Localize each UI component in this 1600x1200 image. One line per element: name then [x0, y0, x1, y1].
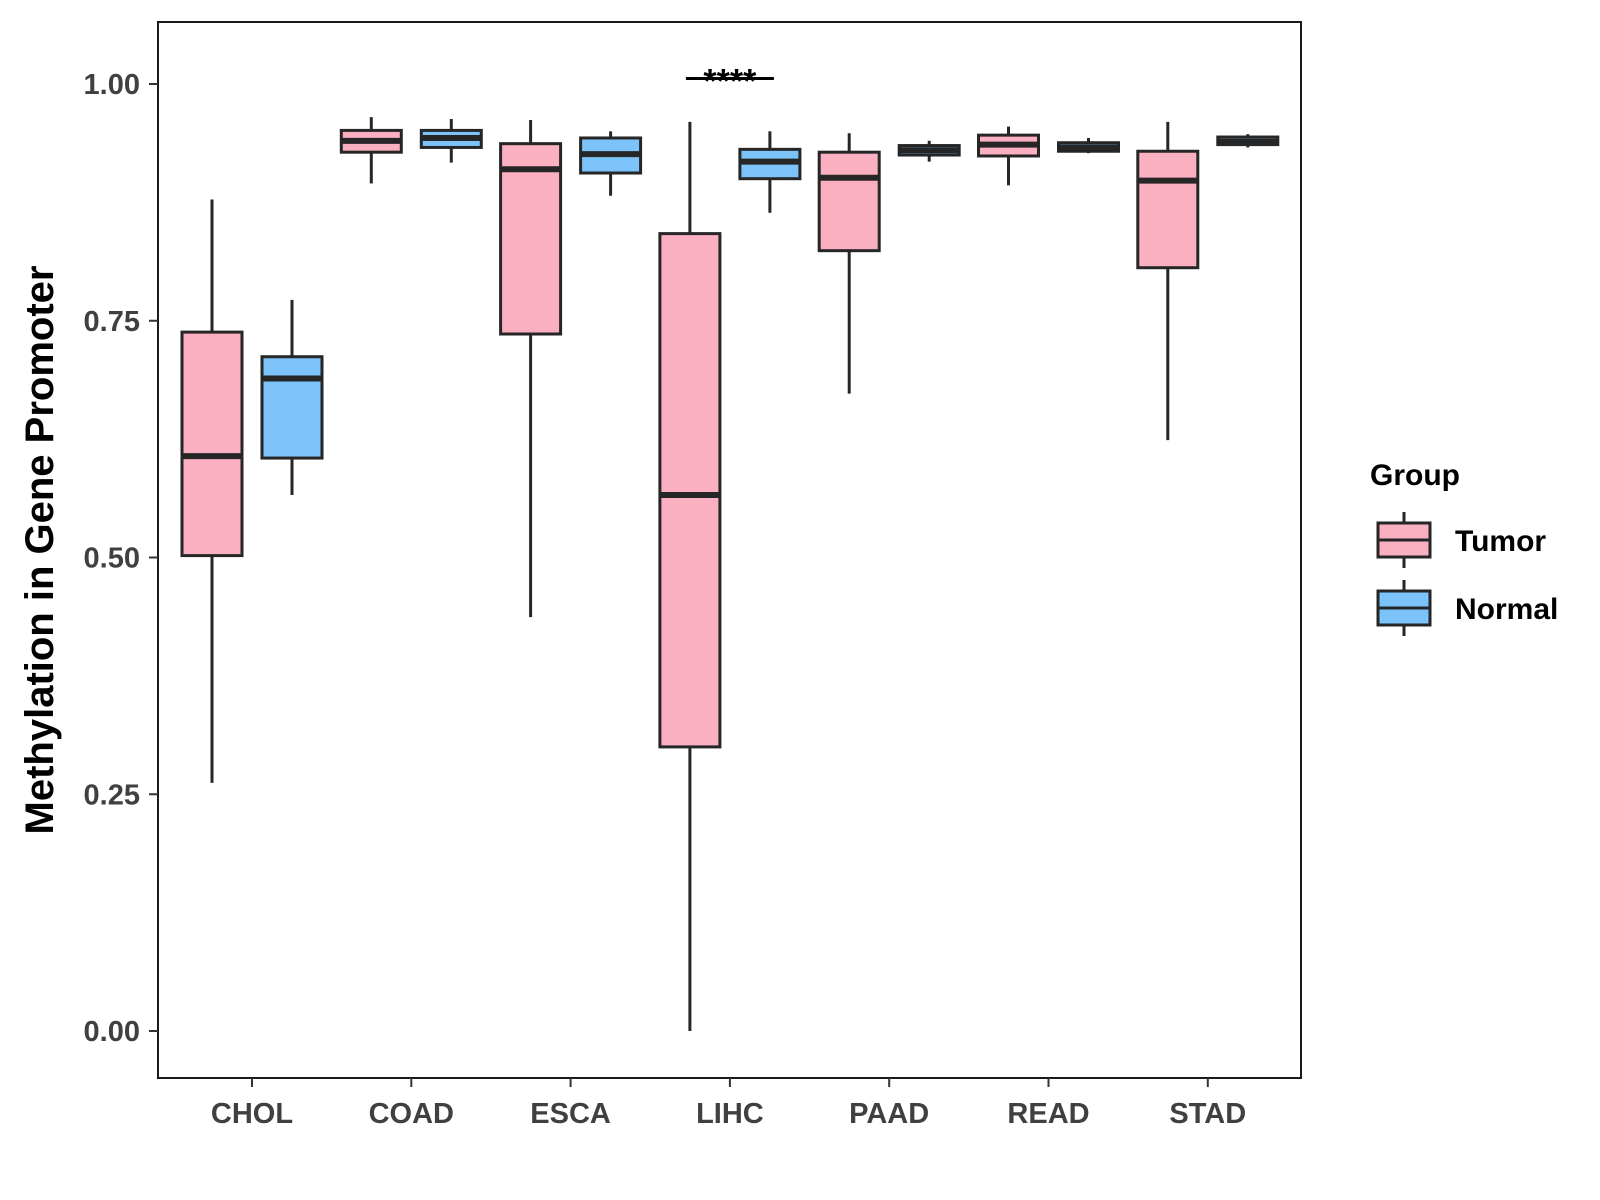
- x-tick-label: COAD: [369, 1098, 454, 1130]
- box-normal-coad: [419, 119, 483, 163]
- x-tick-label: LIHC: [696, 1098, 764, 1130]
- box-tumor-read: [977, 126, 1040, 186]
- y-tick-label: 0.50: [84, 543, 140, 575]
- box-normal-esca: [579, 131, 643, 196]
- y-tick-label: 1.00: [84, 69, 140, 101]
- box-body: [499, 142, 563, 336]
- box-tumor-stad: [1136, 121, 1200, 441]
- box-body: [180, 330, 244, 558]
- box-tumor-esca: [499, 119, 563, 618]
- legend-title: Group: [1370, 459, 1460, 492]
- box-tumor-paad: [817, 133, 881, 394]
- legend-entry-normal: Normal: [1376, 580, 1558, 636]
- box-tumor-chol: [180, 199, 244, 783]
- legend-label: Tumor: [1455, 525, 1546, 558]
- box-normal-lihc: [738, 131, 802, 213]
- box-body: [1136, 149, 1200, 270]
- box-body: [260, 355, 324, 460]
- legend-label: Normal: [1455, 593, 1558, 626]
- y-tick-label: 0.25: [84, 779, 140, 811]
- box-tumor-coad: [339, 117, 403, 184]
- y-tick-label: 0.00: [84, 1016, 140, 1048]
- x-tick-label: READ: [1007, 1098, 1089, 1130]
- box-normal-stad: [1216, 134, 1280, 148]
- legend-entry-tumor: Tumor: [1376, 512, 1546, 568]
- box-body: [658, 232, 722, 749]
- box-normal-chol: [260, 299, 324, 495]
- box-body: [817, 150, 881, 253]
- box-normal-read: [1057, 137, 1120, 154]
- box-normal-paad: [897, 140, 961, 162]
- x-tick-label: STAD: [1169, 1098, 1246, 1130]
- x-tick-label: CHOL: [211, 1098, 293, 1130]
- significance-label: ****: [703, 63, 757, 101]
- legend: Group Tumor Normal: [1370, 459, 1558, 636]
- x-tick-label: ESCA: [530, 1098, 611, 1130]
- plot-frame: [157, 21, 1302, 1079]
- x-tick-label: PAAD: [849, 1098, 929, 1130]
- axis-layer: 0.00 0.25 0.50 0.75 1.00 CHOL COAD ESCA LIHC PAAD…: [84, 69, 1247, 1130]
- plot-layer: ****: [180, 63, 1280, 1031]
- y-axis-title: Methylation in Gene Promoter: [18, 266, 62, 835]
- legend-entries: Tumor Normal: [1376, 512, 1558, 636]
- y-tick-label: 0.75: [84, 306, 140, 338]
- box-tumor-lihc: [658, 121, 722, 1031]
